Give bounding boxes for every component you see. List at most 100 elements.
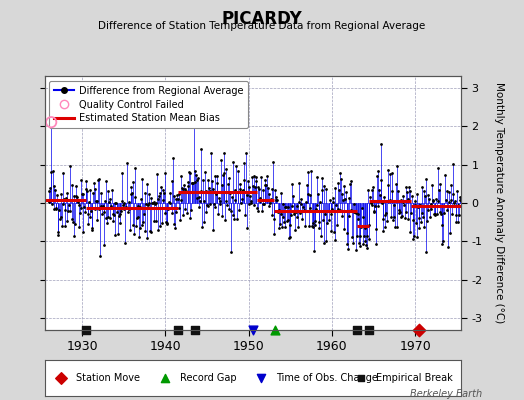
Point	[450, 200, 458, 206]
Point	[121, 240, 129, 247]
Point	[378, 216, 387, 222]
Point	[162, 221, 171, 228]
Point	[120, 206, 128, 212]
Point	[90, 180, 98, 186]
Point	[372, 226, 380, 232]
Point	[175, 205, 183, 211]
Point	[185, 170, 194, 176]
Point	[99, 203, 107, 210]
Point	[354, 210, 362, 217]
Point	[211, 204, 220, 210]
Point	[263, 197, 271, 203]
Point	[110, 212, 118, 218]
Point	[435, 209, 444, 215]
Point	[272, 197, 281, 203]
Point	[352, 210, 361, 216]
Point	[192, 172, 200, 178]
Point	[373, 173, 381, 179]
Point	[196, 198, 204, 204]
Point	[269, 216, 278, 222]
Point	[92, 217, 101, 223]
Text: Station Move: Station Move	[76, 373, 140, 383]
Point	[297, 196, 305, 202]
Point	[109, 211, 117, 217]
Point	[269, 158, 277, 165]
Point	[202, 209, 211, 215]
Point	[328, 206, 336, 212]
Point	[365, 327, 374, 333]
Point	[331, 185, 340, 191]
Point	[299, 208, 308, 214]
Point	[64, 208, 72, 214]
Point	[96, 190, 105, 196]
Point	[256, 198, 264, 204]
Point	[307, 168, 315, 174]
Point	[188, 180, 196, 186]
Point	[144, 201, 152, 208]
Point	[344, 213, 353, 220]
Point	[72, 193, 80, 200]
Point	[310, 218, 319, 224]
Point	[49, 168, 57, 174]
Point	[104, 214, 112, 220]
Point	[433, 198, 442, 204]
Point	[191, 168, 200, 174]
Point	[431, 212, 439, 218]
Point	[85, 187, 94, 193]
Point	[313, 174, 322, 180]
Point	[367, 200, 375, 206]
Point	[200, 198, 209, 204]
Point	[329, 195, 337, 202]
Point	[231, 187, 239, 193]
Point	[324, 208, 332, 214]
Point	[296, 210, 304, 217]
Point	[423, 192, 432, 199]
Point	[276, 221, 284, 227]
Point	[397, 214, 405, 220]
Point	[217, 182, 226, 188]
Point	[400, 202, 408, 209]
Point	[404, 196, 412, 202]
Point	[158, 187, 167, 194]
Point	[248, 327, 257, 333]
Point	[348, 240, 357, 246]
Point	[336, 170, 344, 176]
Point	[214, 211, 222, 218]
Point	[278, 214, 287, 221]
Point	[281, 204, 290, 210]
Point	[187, 206, 195, 213]
Point	[169, 154, 177, 161]
Point	[374, 202, 383, 209]
Point	[427, 201, 435, 208]
Point	[165, 200, 173, 206]
Point	[160, 170, 169, 176]
Point	[81, 209, 89, 216]
Point	[285, 235, 293, 242]
Point	[266, 200, 275, 206]
Point	[415, 327, 423, 333]
Point	[407, 210, 416, 216]
Point	[231, 197, 239, 204]
Point	[77, 205, 85, 212]
Point	[427, 206, 435, 212]
Point	[322, 186, 330, 192]
Point	[440, 209, 448, 216]
Point	[419, 188, 428, 194]
Point	[254, 183, 263, 190]
Point	[151, 200, 159, 207]
Point	[209, 186, 217, 192]
Point	[172, 209, 181, 215]
Point	[305, 192, 314, 198]
Point	[67, 197, 75, 203]
Point	[353, 327, 361, 333]
Point	[448, 210, 456, 217]
Point	[258, 208, 266, 214]
Point	[415, 215, 423, 221]
Point	[88, 225, 96, 232]
Point	[271, 327, 279, 333]
Point	[199, 219, 208, 225]
Point	[334, 206, 342, 212]
Point	[130, 194, 139, 200]
Point	[257, 174, 265, 180]
Point	[79, 229, 87, 236]
